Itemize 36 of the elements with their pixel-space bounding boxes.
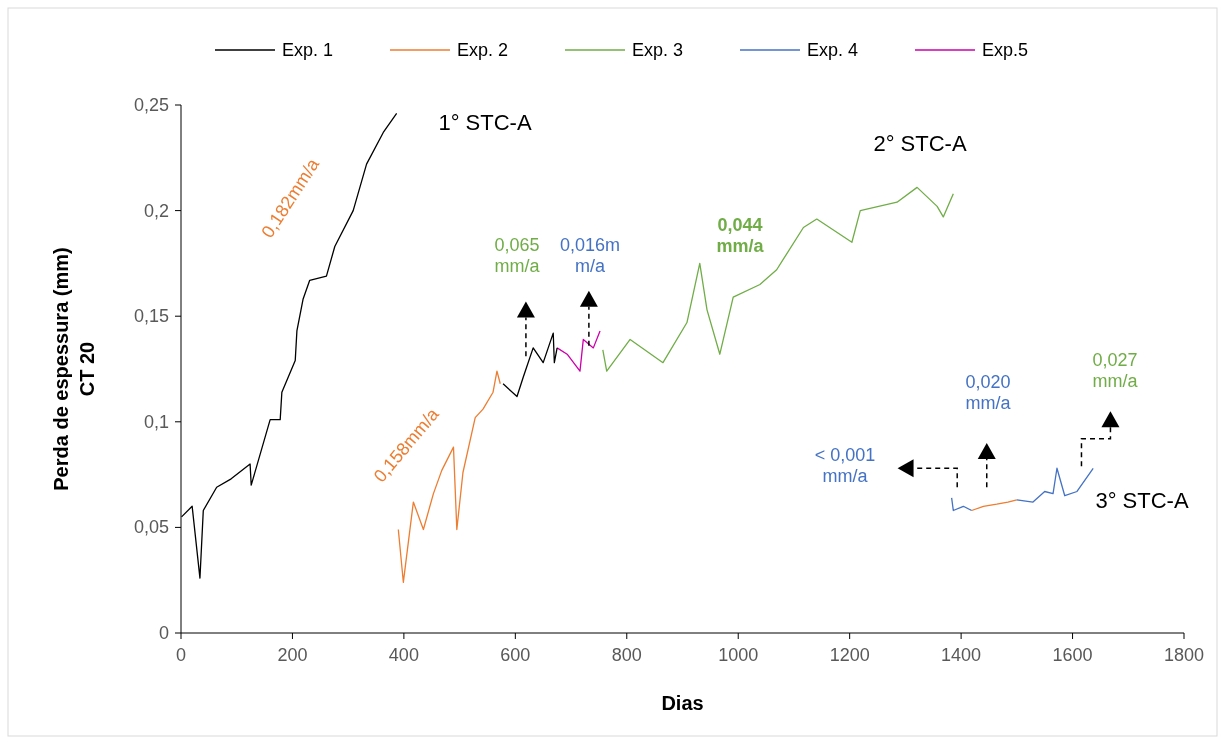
legend-label: Exp. 3: [632, 40, 684, 60]
y-tick-label: 0,05: [133, 517, 169, 538]
annotation: 3° STC-A: [1095, 487, 1189, 513]
annotation: 0,020 mm/a: [965, 371, 1012, 414]
x-tick-label: 1200: [829, 645, 870, 665]
y-tick-label: 0: [158, 623, 169, 643]
annotation: 1° STC-A: [438, 109, 532, 135]
line-series: [1016, 467, 1094, 503]
line-series: [971, 499, 1018, 512]
y-tick-label: 0,1: [143, 411, 169, 432]
annotation: 0,044 mm/a: [716, 214, 765, 257]
annotation: 2° STC-A: [873, 130, 967, 156]
x-tick-label: 800: [611, 645, 642, 665]
annotation: < 0,001 mm/a: [814, 444, 876, 487]
x-tick-label: 1000: [718, 645, 759, 665]
legend-label: Exp.5: [982, 40, 1029, 60]
y-tick-label: 0,2: [143, 200, 169, 221]
legend-label: Exp. 1: [282, 40, 334, 60]
x-tick-label: 600: [500, 645, 531, 665]
line-series: [556, 330, 601, 372]
annotation: 0,065 mm/a: [494, 234, 541, 277]
legend-label: Exp. 2: [457, 40, 509, 60]
annotation: 0,016m m/a: [559, 234, 621, 277]
legend-label: Exp. 4: [807, 40, 859, 60]
x-tick-label: 1800: [1163, 645, 1205, 665]
annotation: 0,027 mm/a: [1092, 349, 1139, 392]
x-axis-title: Dias: [661, 692, 704, 714]
x-tick-label: 400: [388, 645, 419, 665]
y-tick-label: 0,15: [133, 306, 169, 327]
y-axis-title: Perda de espessura (mm) CT 20: [50, 247, 98, 491]
line-series: [502, 332, 558, 398]
x-tick-label: 1400: [941, 645, 982, 665]
y-tick-label: 0,25: [133, 95, 169, 115]
x-tick-label: 0: [175, 645, 187, 665]
x-tick-label: 200: [277, 645, 308, 665]
x-tick-label: 1600: [1052, 645, 1093, 665]
